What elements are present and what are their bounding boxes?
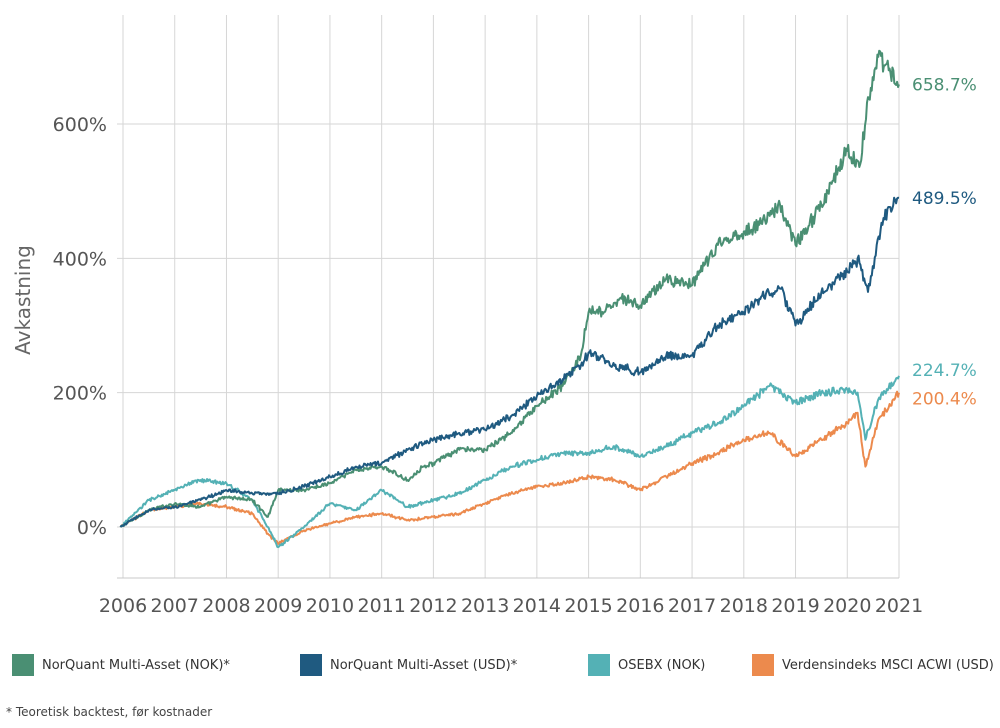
y-tick-label-600: 600%: [53, 114, 107, 136]
x-tick-label-2008: 2008: [202, 595, 250, 617]
legend-swatch-msci-acwi: [752, 654, 774, 676]
x-tick-label-2009: 2009: [254, 595, 302, 617]
x-tick-label-2020: 2020: [823, 595, 871, 617]
performance-line-chart: 2006 2007 2008 2009 2010 2011 2012 2013 2014 2015…: [11, 15, 977, 617]
x-tick-label-2006: 2006: [99, 595, 147, 617]
x-tick-label-2016: 2016: [616, 595, 664, 617]
legend-item-osebx: OSEBX (NOK): [588, 654, 705, 676]
x-tick-label-2019: 2019: [771, 595, 819, 617]
x-axis: 2006 2007 2008 2009 2010 2011 2012 2013 2014 2015…: [99, 595, 923, 617]
x-tick-label-2010: 2010: [306, 595, 354, 617]
legend-swatch-norquant-nok: [12, 654, 34, 676]
legend-swatch-osebx: [588, 654, 610, 676]
series-line-osebx: [119, 375, 900, 549]
series-line-msci-acwi: [119, 390, 900, 546]
legend-item-msci-acwi: Verdensindeks MSCI ACWI (USD): [752, 654, 994, 676]
y-tick-label-0: 0%: [77, 517, 107, 539]
chart-legend: NorQuant Multi-Asset (NOK)* NorQuant Mul…: [0, 654, 1000, 684]
end-label-msci-acwi: 200.4%: [912, 390, 977, 410]
x-tick-label-2018: 2018: [720, 595, 768, 617]
legend-label-msci-acwi: Verdensindeks MSCI ACWI (USD): [782, 657, 994, 673]
y-axis: 0% 200% 400% 600%: [53, 114, 107, 539]
chart-grid: [117, 15, 900, 579]
x-tick-label-2013: 2013: [461, 595, 509, 617]
legend-item-norquant-nok: NorQuant Multi-Asset (NOK)*: [12, 654, 230, 676]
x-tick-label-2014: 2014: [513, 595, 561, 617]
x-tick-label-2011: 2011: [357, 595, 405, 617]
end-label-osebx: 224.7%: [912, 361, 977, 381]
series-line-norquant-nok: [119, 49, 900, 528]
legend-swatch-norquant-usd: [300, 654, 322, 676]
y-axis-title: Avkastning: [11, 245, 35, 355]
x-tick-label-2017: 2017: [668, 595, 716, 617]
y-tick-label-200: 200%: [53, 383, 107, 405]
footnote: * Teoretisk backtest, før kostnader: [6, 705, 213, 719]
end-label-norquant-nok: 658.7%: [912, 75, 977, 95]
legend-label-norquant-nok: NorQuant Multi-Asset (NOK)*: [42, 657, 230, 673]
x-tick-label-2015: 2015: [564, 595, 612, 617]
series-line-norquant-usd: [119, 196, 900, 528]
x-tick-label-2007: 2007: [151, 595, 199, 617]
end-label-norquant-usd: 489.5%: [912, 189, 977, 209]
legend-item-norquant-usd: NorQuant Multi-Asset (USD)*: [300, 654, 517, 676]
x-tick-label-2021: 2021: [875, 595, 923, 617]
series-lines: [119, 49, 900, 549]
legend-label-norquant-usd: NorQuant Multi-Asset (USD)*: [330, 657, 518, 673]
y-tick-label-400: 400%: [53, 248, 107, 270]
legend-label-osebx: OSEBX (NOK): [618, 657, 706, 673]
x-tick-label-2012: 2012: [409, 595, 457, 617]
end-value-labels: 658.7% 489.5% 224.7% 200.4%: [912, 75, 977, 409]
